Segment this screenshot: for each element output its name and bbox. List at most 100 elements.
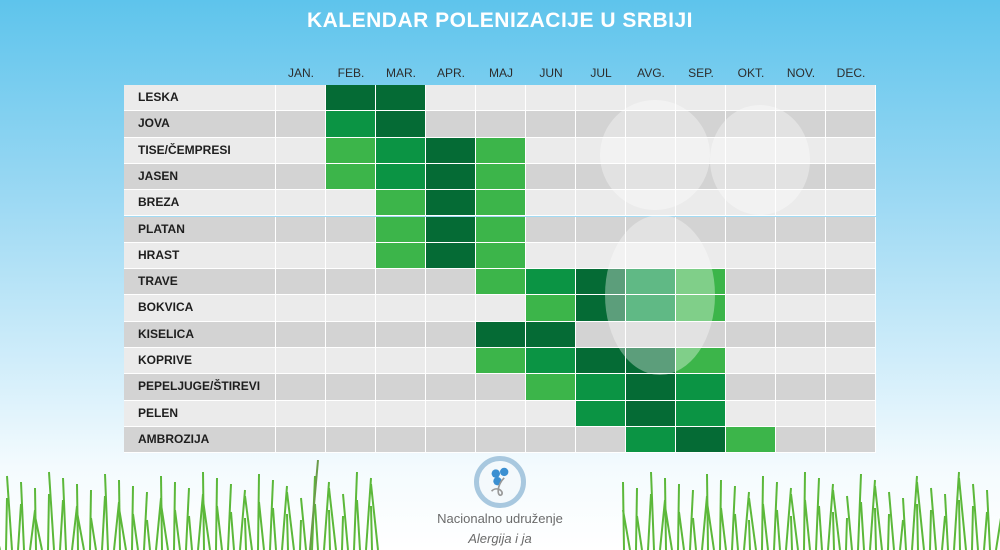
pollen-cell	[626, 242, 676, 270]
pollen-cell	[376, 163, 426, 191]
pollen-cell	[776, 216, 826, 243]
pollen-cell	[376, 374, 426, 401]
pollen-cell	[676, 216, 726, 243]
plant-label: KOPRIVE	[138, 353, 193, 367]
decorative-circle	[600, 100, 710, 210]
pollen-cell	[826, 216, 876, 243]
plant-label: AMBROZIJA	[138, 431, 210, 446]
pollen-cell	[626, 374, 676, 401]
pollen-cell	[726, 269, 776, 296]
pollen-cell	[626, 85, 676, 112]
pollen-cell	[376, 269, 426, 296]
pollen-cell	[426, 269, 476, 296]
row-label-cell	[124, 111, 276, 138]
pollen-cell	[376, 111, 426, 138]
pollen-cell	[676, 190, 726, 217]
plant-label: TRAVE	[138, 274, 178, 289]
month-label: DEC.	[836, 66, 866, 80]
pollen-cell	[626, 269, 676, 296]
month-label: MAJ	[489, 66, 513, 80]
pollen-cell	[476, 400, 526, 427]
pollen-cell	[826, 295, 876, 322]
pollen-cell	[726, 426, 776, 454]
pollen-cell	[526, 348, 576, 375]
pollen-cell	[776, 321, 826, 348]
pollen-cell	[576, 269, 626, 296]
row-label-cell	[124, 374, 276, 401]
pollen-cell	[676, 163, 726, 191]
pollen-cell	[826, 426, 876, 454]
row-label-cell	[124, 163, 276, 191]
pollen-cell	[326, 111, 376, 138]
pollen-cell	[426, 137, 476, 164]
pollen-cell	[576, 321, 626, 348]
pollen-cell	[526, 111, 576, 138]
pollen-cell	[776, 295, 826, 322]
pollen-cell	[726, 348, 776, 375]
month-label: MAR.	[386, 66, 416, 80]
pollen-cell	[726, 216, 776, 243]
month-label: SEP.	[688, 66, 714, 80]
row-label-cell	[124, 242, 276, 270]
pollen-cell	[326, 163, 376, 191]
plant-label: BREZA	[138, 195, 180, 210]
pollen-cell	[776, 426, 826, 454]
pollen-cell	[726, 163, 776, 191]
pollen-cell	[776, 269, 826, 296]
pollen-cell	[626, 295, 676, 322]
logo-text-secondary: Alergija i ja	[468, 531, 532, 546]
pollen-cell	[276, 190, 326, 217]
pollen-cell	[826, 374, 876, 401]
plant-label: TISE/ČEMPRESI	[138, 142, 231, 157]
pollen-cell	[376, 85, 426, 112]
pollen-cell	[726, 321, 776, 348]
pollen-cell	[276, 426, 326, 454]
pollen-cell	[476, 242, 526, 270]
pollen-cell	[826, 269, 876, 296]
pollen-cell	[326, 348, 376, 375]
pollen-cell	[826, 163, 876, 191]
pollen-cell	[376, 137, 426, 164]
plant-label: HRAST	[138, 247, 180, 262]
pollen-cell	[526, 295, 576, 322]
pollen-cell	[326, 85, 376, 112]
plant-label: KISELICA	[138, 326, 195, 341]
pollen-cell	[276, 295, 326, 322]
row-label-cell	[124, 348, 276, 375]
pollen-cell	[526, 269, 576, 296]
pollen-cell	[776, 348, 826, 375]
pollen-cell	[426, 242, 476, 270]
pollen-cell	[726, 190, 776, 217]
plant-label: LESKA	[138, 90, 179, 104]
pollen-cell	[526, 190, 576, 217]
pollen-cell	[526, 400, 576, 427]
pollen-cell	[826, 85, 876, 112]
pollen-cell	[526, 216, 576, 243]
pollen-cell	[726, 137, 776, 164]
row-label-cell	[124, 426, 276, 454]
pollen-cell	[826, 137, 876, 164]
pollen-cell	[426, 163, 476, 191]
row-label-cell	[124, 85, 276, 112]
row-label-cell	[124, 321, 276, 348]
month-label: JUL	[590, 66, 612, 80]
pollen-cell	[426, 374, 476, 401]
pollen-cell	[626, 190, 676, 217]
logo-flower-icon	[490, 467, 509, 497]
pollen-cell	[726, 111, 776, 138]
pollen-cell	[476, 216, 526, 243]
pollen-cell	[576, 216, 626, 243]
pollen-cell	[326, 295, 376, 322]
pollen-cell	[576, 190, 626, 217]
logo	[474, 456, 526, 508]
pollen-cell	[376, 295, 426, 322]
pollen-cell	[426, 321, 476, 348]
month-label: FEB.	[337, 66, 365, 80]
decorative-circle	[605, 215, 715, 375]
pollen-cell	[376, 400, 426, 427]
row-label-cell	[124, 400, 276, 427]
pollen-cell	[826, 242, 876, 270]
pollen-cell	[276, 85, 326, 112]
pollen-cell	[326, 426, 376, 454]
pollen-cell	[576, 400, 626, 427]
